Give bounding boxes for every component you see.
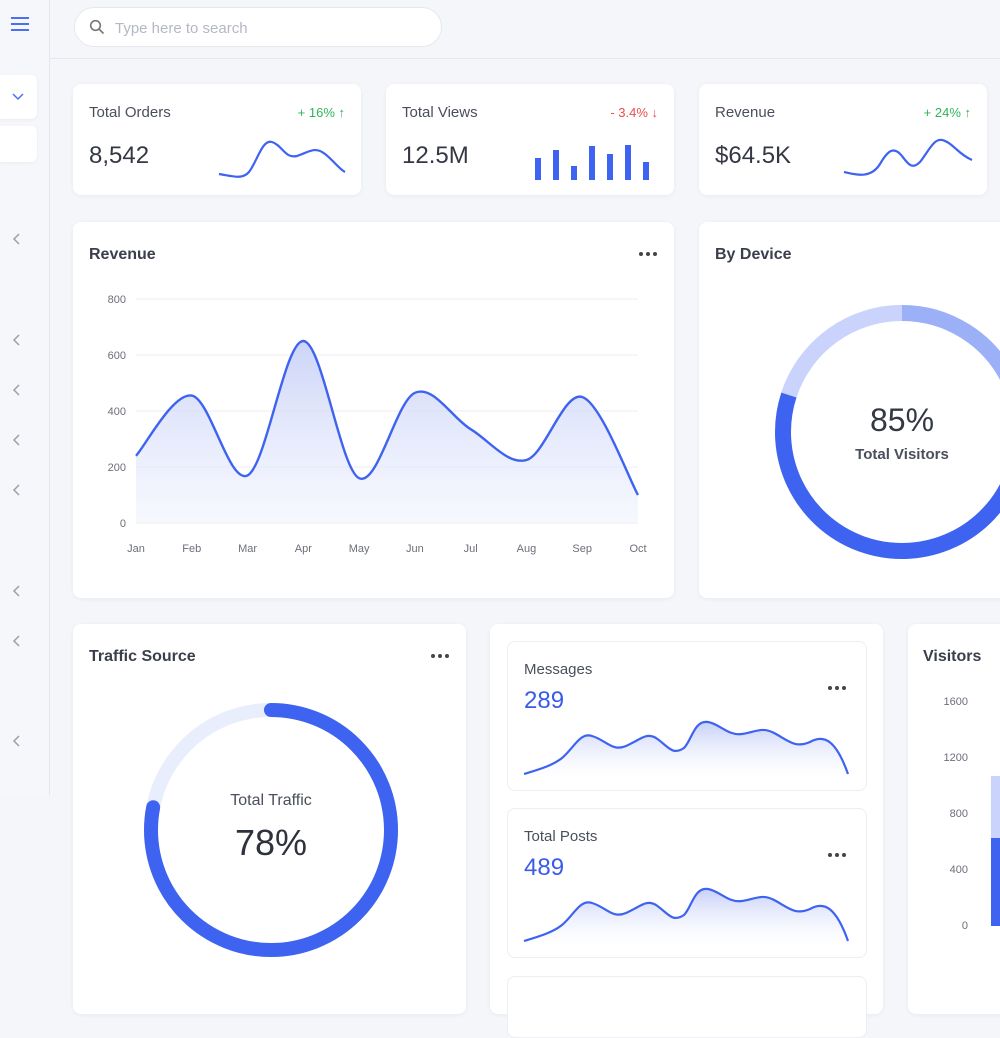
stat-card-revenue: Revenue + 24% ↑ $64.5K <box>699 84 987 195</box>
more-options-icon[interactable] <box>828 850 848 860</box>
posts-panel: Total Posts 489 <box>507 808 867 958</box>
sparkline <box>843 138 973 176</box>
x-tick-label: Jun <box>406 543 424 555</box>
messages-sparkline <box>523 720 850 778</box>
chevron-left-icon[interactable] <box>11 232 23 245</box>
messages-panel: Messages 289 <box>507 641 867 791</box>
stat-delta: - 3.4% ↓ <box>610 105 658 120</box>
axis-tick: 1200 <box>943 752 968 764</box>
next-panel <box>507 976 867 1038</box>
traffic-card: Traffic Source Total Traffic 78% <box>73 624 466 1014</box>
revenue-chart-card: Revenue 0 200 400 600 800 Jan Feb Mar Apr May Jun J… <box>73 222 674 598</box>
stat-value: $64.5K <box>715 142 792 169</box>
posts-sparkline <box>523 887 850 945</box>
device-card: By Device 85% Total Visitors <box>699 222 1000 598</box>
chevron-left-icon[interactable] <box>11 483 23 496</box>
card-title: Visitors <box>923 648 982 665</box>
sparkbars <box>535 145 649 180</box>
menu-icon[interactable] <box>10 14 30 34</box>
panel-value: 489 <box>524 854 565 881</box>
bar-segment <box>991 838 1000 926</box>
x-tick-label: May <box>349 543 370 555</box>
revenue-line <box>135 339 640 496</box>
card-title: By Device <box>715 246 792 263</box>
donut-value: 85% <box>869 402 935 438</box>
panel-value: 289 <box>524 687 565 714</box>
x-tick-label: Jul <box>464 543 478 555</box>
more-options-icon[interactable] <box>828 683 848 693</box>
card-title: Revenue <box>89 246 156 263</box>
y-tick-label: 0 <box>120 518 126 530</box>
chevron-left-icon[interactable] <box>11 383 23 396</box>
more-options-icon[interactable] <box>431 651 451 661</box>
stat-delta: + 24% ↑ <box>923 105 971 120</box>
stat-value: 8,542 <box>89 142 150 169</box>
x-tick-label: Sep <box>572 543 592 555</box>
bar-segment <box>991 776 1000 838</box>
panel-label: Total Posts <box>524 828 598 845</box>
y-tick-label: 600 <box>108 350 126 362</box>
stat-label: Revenue <box>715 104 776 121</box>
axis-tick: 0 <box>961 920 968 932</box>
y-tick-label: 400 <box>108 406 126 418</box>
x-tick-label: Apr <box>295 543 312 555</box>
activity-card: Messages 289 Total Posts 489 <box>490 624 883 1038</box>
stat-value: 12.5M <box>402 142 469 169</box>
revenue-area-chart: 0 200 400 600 800 Jan Feb Mar Apr May Jun Jul Aug Sep… <box>108 294 647 555</box>
x-tick-label: Feb <box>182 543 201 555</box>
stat-card-total-views: Total Views - 3.4% ↓ 12.5M <box>386 84 674 195</box>
sidebar-box[interactable] <box>0 126 37 162</box>
device-donut <box>774 304 1000 559</box>
search-icon <box>89 19 105 35</box>
more-options-icon[interactable] <box>639 249 659 259</box>
donut-caption: Total Traffic <box>230 792 312 809</box>
x-tick-label: Mar <box>238 543 257 555</box>
chevron-left-icon[interactable] <box>11 584 23 597</box>
donut-progress <box>144 703 398 957</box>
x-tick-label: Aug <box>517 543 537 555</box>
header-divider <box>50 58 1000 59</box>
donut-value: 78% <box>234 822 308 863</box>
chevron-left-icon[interactable] <box>11 433 23 446</box>
stat-label: Total Views <box>402 104 478 121</box>
stat-card-total-orders: Total Orders + 16% ↑ 8,542 <box>73 84 361 195</box>
chevron-down-icon <box>12 93 24 101</box>
sparkline <box>218 140 346 178</box>
x-tick-label: Jan <box>127 543 145 555</box>
donut-caption: Total Visitors <box>855 446 949 463</box>
x-tick-label: Oct <box>629 543 646 555</box>
traffic-donut <box>144 703 398 957</box>
search-input[interactable] <box>113 16 417 40</box>
stat-delta: + 16% ↑ <box>297 105 345 120</box>
donut-segment <box>775 305 1000 559</box>
sidebar <box>0 0 50 795</box>
sidebar-dropdown[interactable] <box>0 75 37 119</box>
stat-label: Total Orders <box>89 104 171 121</box>
panel-label: Messages <box>524 661 593 678</box>
y-tick-label: 200 <box>108 462 126 474</box>
axis-tick: 800 <box>949 808 968 820</box>
card-title: Traffic Source <box>89 648 196 665</box>
axis-tick: 400 <box>949 864 968 876</box>
chevron-left-icon[interactable] <box>11 734 23 747</box>
donut-segment <box>775 305 1000 559</box>
revenue-area <box>136 340 638 523</box>
search-bar[interactable] <box>74 7 442 47</box>
axis-tick: 1600 <box>943 696 968 708</box>
chevron-left-icon[interactable] <box>11 333 23 346</box>
chevron-left-icon[interactable] <box>11 634 23 647</box>
visitors-card: Visitors 1600 1200 800 400 0 <box>908 624 1000 1014</box>
y-tick-label: 800 <box>108 294 126 306</box>
